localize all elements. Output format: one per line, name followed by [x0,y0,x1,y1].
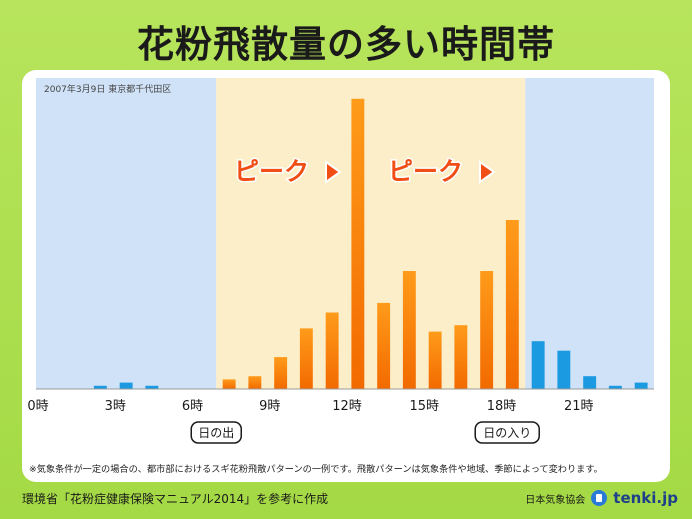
pollen-bar-chart: 0時 3時 6時 9時 12時 15時 18時 21時 2007年3月9日 東京都千代田区 ピ… [27,78,654,475]
x-tick-label: 15時 [409,399,439,414]
sunset-marker-box [474,421,540,444]
peak-arrow-icon [479,160,496,184]
chart-footnote: ※気象条件が一定の場合の、都市部におけるスギ花粉飛散パターンの一例です。飛散パタ… [29,463,603,475]
sunrise-marker-label: 日の出 [198,426,234,440]
bar-hour-17 [480,271,494,389]
sunset-marker-label: 日の入り [483,426,531,440]
bar-hour-10 [299,328,313,389]
bar-hour-20 [557,350,571,389]
tenki-logo-icon [591,490,608,506]
bar-hour-9 [274,357,288,389]
bar-hour-18 [505,220,519,389]
x-tick-label: 12時 [332,399,362,414]
bar-hour-22 [608,385,622,389]
x-tick-label: 21時 [564,399,594,414]
bar-hour-15 [428,331,442,389]
bar-hour-4 [145,385,159,389]
bar-hour-12 [351,98,365,390]
daylight-band [216,78,526,389]
bar-hour-2 [93,385,107,389]
bar-hour-7 [222,379,236,389]
brand-name: tenki.jp [613,489,678,507]
bar-hour-13 [377,302,391,389]
night-band-evening [525,78,654,389]
chart-title: 花粉飛散量の多い時間帯 [137,23,555,66]
date-location-label: 2007年3月9日 東京都千代田区 [44,83,171,95]
bar-hour-14 [402,271,416,389]
bar-hour-8 [248,376,262,389]
peak-label-noon: ピーク [234,157,309,186]
x-tick-label: 3時 [105,399,126,414]
x-tick-label: 9時 [259,399,280,414]
peak-label-evening: ピーク [388,157,463,186]
bar-hour-11 [325,312,339,389]
credit-org: 日本気象協会 [525,494,586,506]
bar-hour-16 [454,325,468,389]
peak-arrow-icon [325,160,342,184]
bar-hour-23 [634,382,648,389]
chart-card: 0時 3時 6時 9時 12時 15時 18時 21時 2007年3月9日 東京都千代田区 ピ… [22,70,670,482]
x-tick-label: 18時 [487,399,517,414]
sunrise-marker-box [190,421,242,444]
source-note: 環境省「花粉症健康保険マニュアル2014」を参考に作成 [22,492,329,506]
bar-hour-21 [583,376,597,389]
x-tick-label: 0時 [27,399,48,414]
night-band-morning [36,78,217,389]
bar-hour-19 [531,341,545,389]
bar-hour-3 [119,382,133,389]
credit: 日本気象協会 tenki.jp [525,489,678,507]
x-tick-label: 6時 [182,399,203,414]
